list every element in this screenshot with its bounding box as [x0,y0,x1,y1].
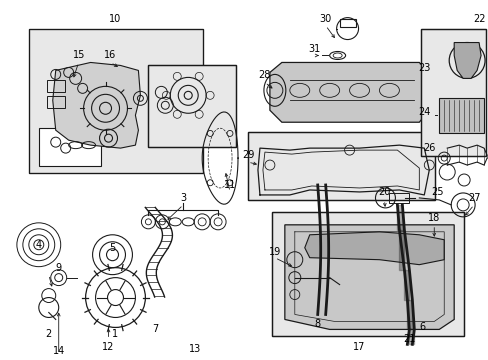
Bar [271,212,463,336]
Bar [148,66,236,147]
Text: 4: 4 [36,240,42,250]
Text: 19: 19 [268,247,281,257]
Text: 5: 5 [109,243,115,253]
Text: 11: 11 [224,180,236,190]
Text: 14: 14 [53,346,65,356]
Text: 3: 3 [180,193,186,203]
Polygon shape [285,225,453,329]
Bar [29,28,203,173]
Bar [438,98,483,133]
Text: 24: 24 [417,107,429,117]
Bar [421,28,485,156]
Text: 8: 8 [314,319,320,329]
Text: 6: 6 [418,323,425,332]
Text: 12: 12 [102,342,115,352]
Text: 26: 26 [422,143,435,153]
Text: 27: 27 [467,193,479,203]
Bar [388,193,408,203]
Text: 22: 22 [472,14,485,24]
Text: 29: 29 [241,150,254,160]
Text: 2: 2 [45,329,52,339]
Polygon shape [453,42,480,78]
Text: 1: 1 [112,329,118,339]
Text: 31: 31 [308,44,320,54]
Polygon shape [304,232,443,265]
Bar [148,66,236,147]
Text: 28: 28 [258,71,270,80]
Text: 18: 18 [427,213,440,223]
Bar [271,212,463,336]
Text: 30: 30 [319,14,331,24]
Bar [421,28,485,156]
Polygon shape [269,62,428,122]
Text: 20: 20 [378,187,390,197]
Bar [29,28,203,173]
Bar [247,132,434,200]
Text: 15: 15 [72,50,84,60]
Bar [47,80,64,92]
Bar [39,128,101,166]
Text: 9: 9 [56,263,61,273]
Text: 10: 10 [109,14,122,24]
Text: 25: 25 [430,187,443,197]
Text: 7: 7 [152,324,158,334]
Text: 21: 21 [402,334,415,345]
Text: 16: 16 [104,50,117,60]
Text: 13: 13 [189,345,201,354]
Polygon shape [53,62,140,148]
Text: 23: 23 [417,63,429,73]
Bar [47,96,64,108]
Text: 17: 17 [353,342,365,352]
Bar [247,132,434,200]
Bar [339,19,355,27]
